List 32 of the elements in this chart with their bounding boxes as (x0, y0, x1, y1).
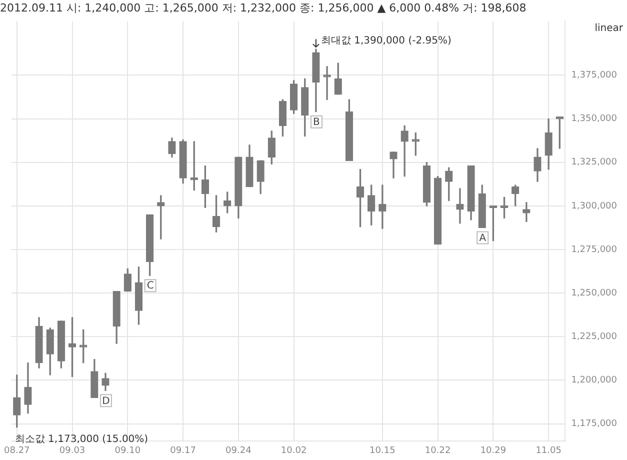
text: linear (594, 22, 624, 34)
candlestick (378, 184, 386, 229)
annotation: B (313, 116, 320, 128)
x-tick-label: 10.22 (424, 446, 451, 456)
annotation: 최소값 1,173,000 (15.00%) (14, 434, 148, 445)
y-tick-label: 1,275,000 (571, 244, 618, 255)
annotation: 최대값 1,390,000 (-2.95%) (320, 36, 452, 47)
candlestick (323, 66, 331, 100)
annotation: C (146, 280, 154, 292)
annotation: A (479, 232, 486, 244)
annotation: D (102, 396, 110, 407)
chart-subtitle: 2012.09.11 시: 1,240,000 고: 1,265,000 저: 1,232,000 종: 1,256,000 ▲ 6,000 0.48% 거: 198,608 (0, 1, 526, 14)
candlestick (456, 188, 464, 224)
x-tick-label: 10.15 (370, 446, 396, 456)
y-tick-label: 1,375,000 (571, 70, 618, 81)
x-tick-label: 10.02 (280, 446, 307, 456)
x-tick-label: 10.29 (480, 446, 506, 456)
y-tick-label: 1,250,000 (571, 288, 618, 298)
candlestick (522, 202, 530, 222)
x-tick-label: 09.17 (170, 446, 196, 456)
y-tick-label: 1,200,000 (571, 376, 618, 386)
y-tick-label: 1,300,000 (571, 201, 618, 212)
y-tick-label: 1,350,000 (571, 114, 618, 124)
x-tick-label: 09.10 (114, 446, 141, 456)
x-tick-label: 11.05 (536, 446, 562, 456)
x-tick-label: 08.27 (4, 446, 30, 456)
y-tick-label: 1,325,000 (571, 158, 618, 168)
candlestick (400, 125, 408, 177)
y-tick-label: 1,225,000 (571, 332, 618, 342)
x-tick-label: 09.03 (59, 446, 86, 456)
y-tick-label: 1,175,000 (571, 419, 618, 430)
x-tick-label: 09.24 (226, 446, 252, 456)
